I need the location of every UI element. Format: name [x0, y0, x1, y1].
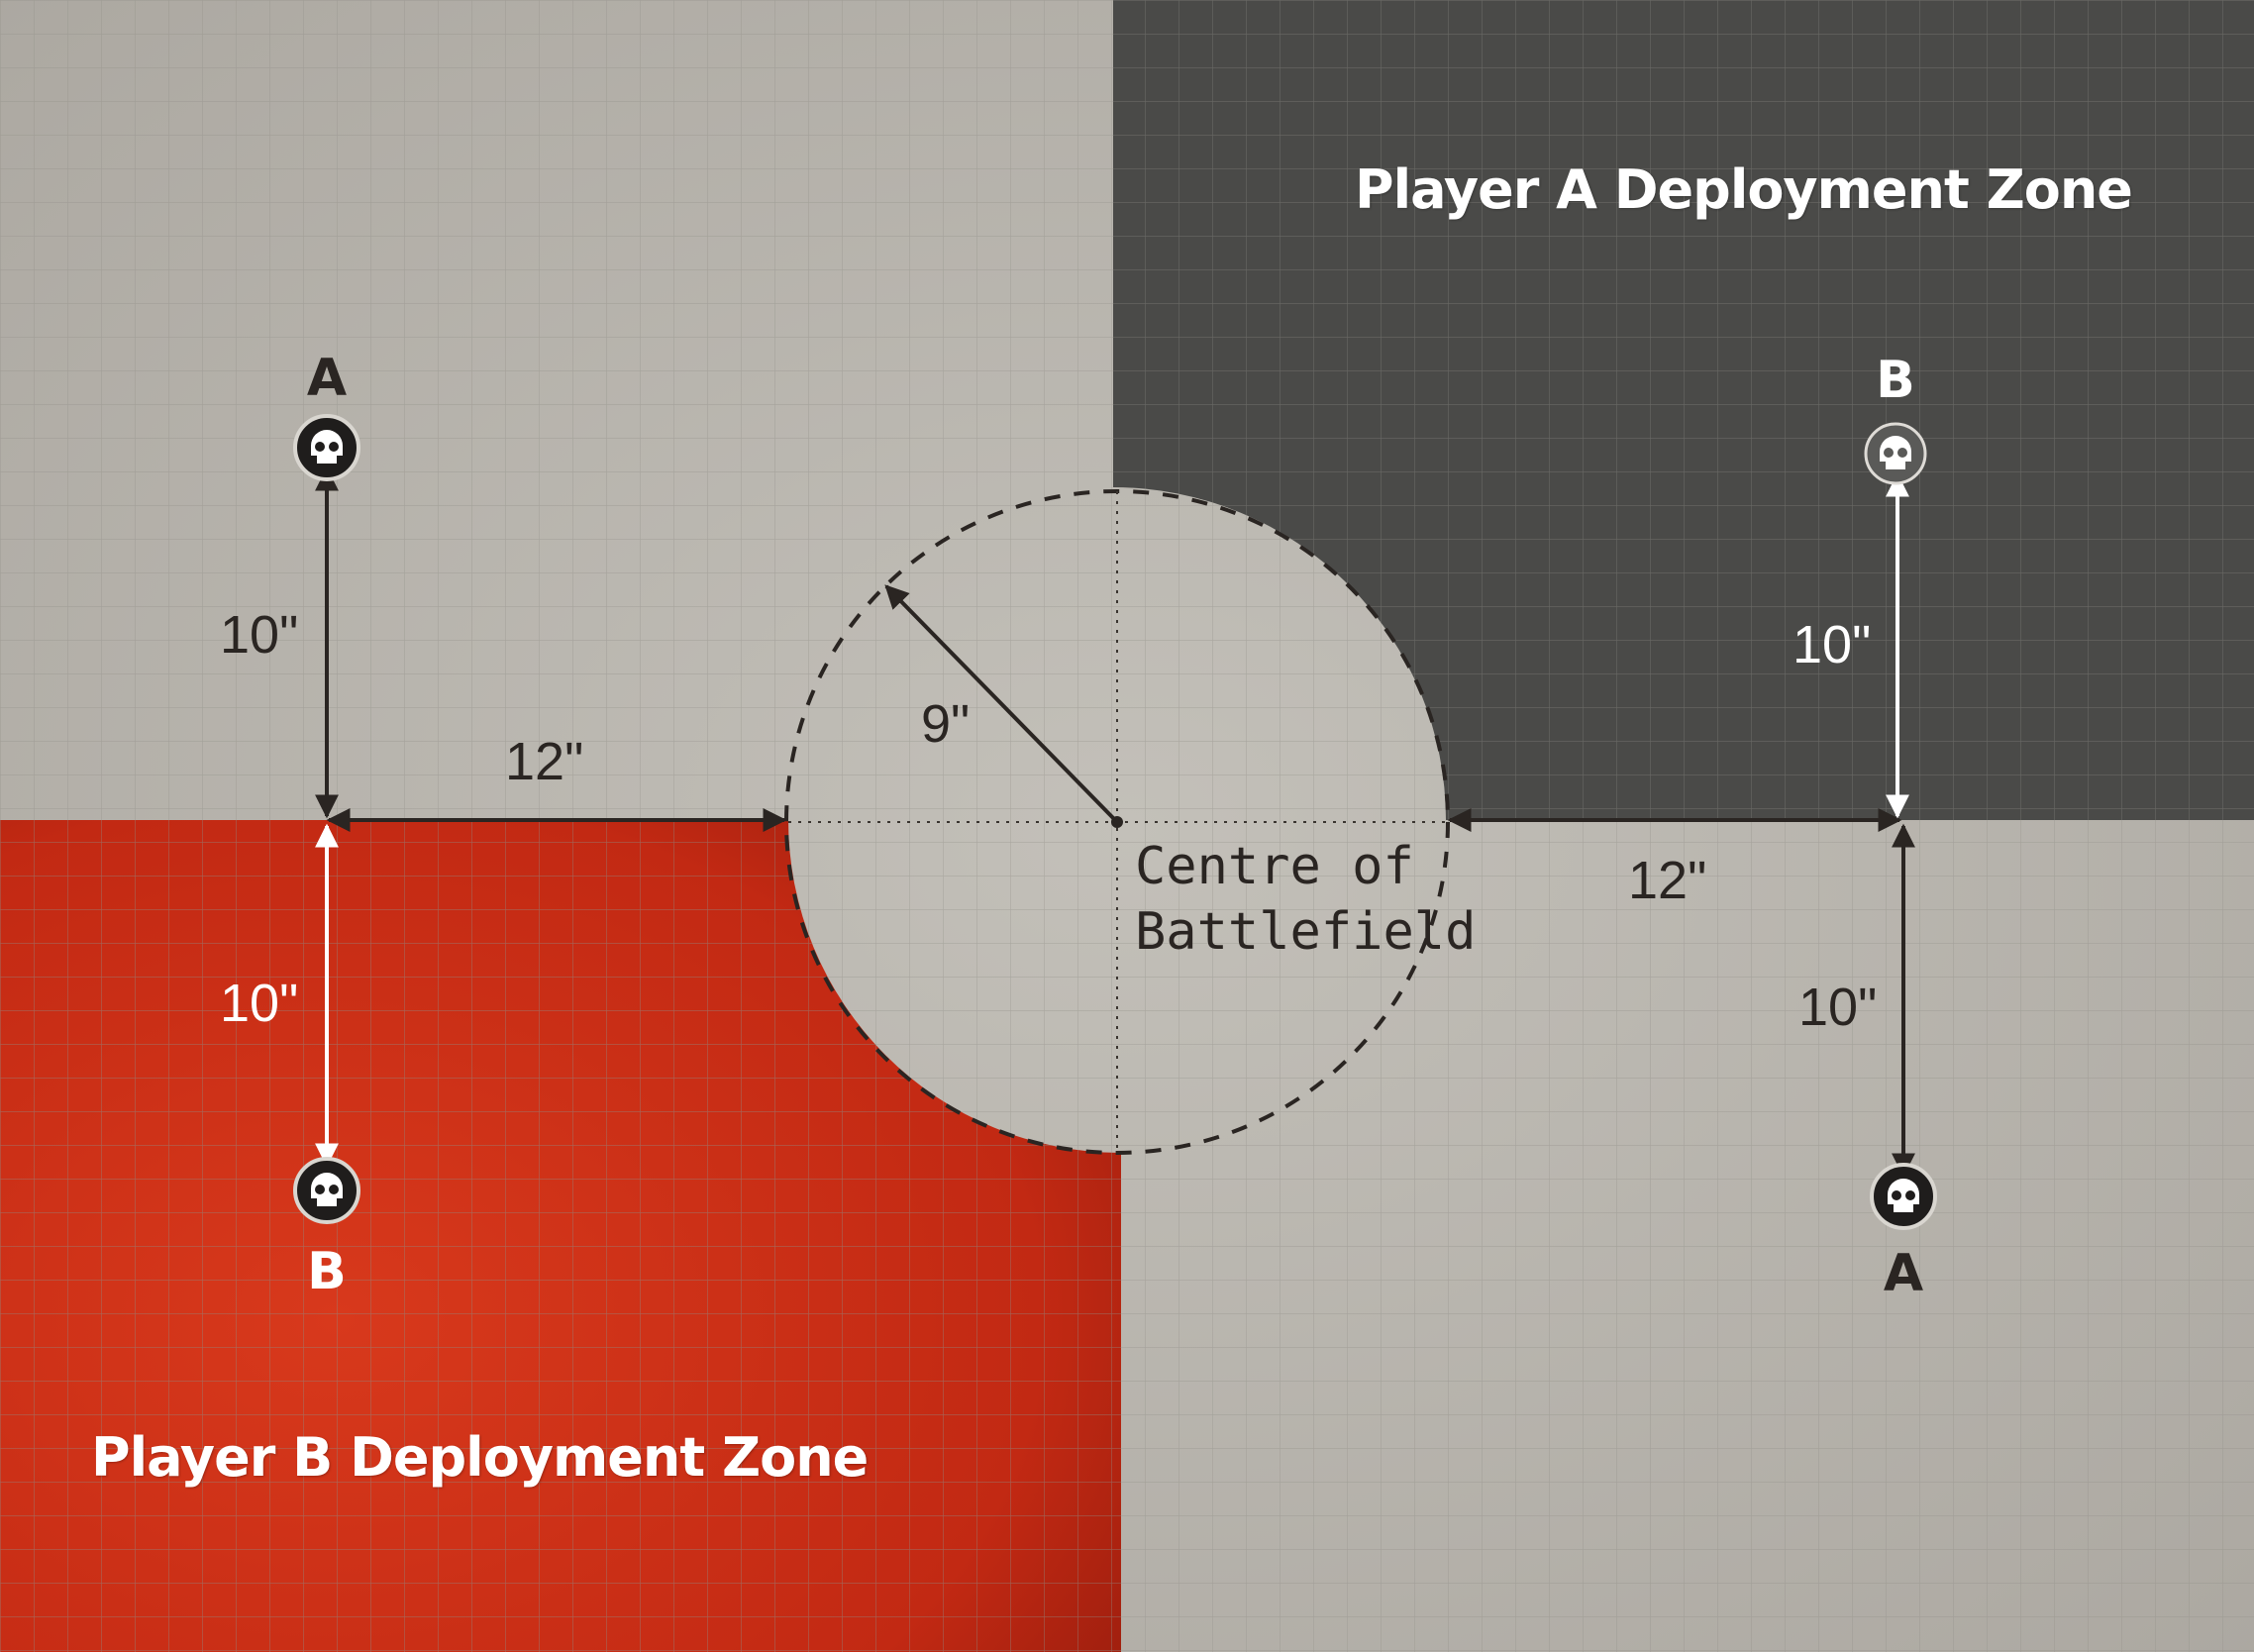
- centre-label: Centre of Battlefield: [1135, 834, 1476, 965]
- objective-label-right-bottom: A: [1883, 1244, 1924, 1303]
- skull-icon: [293, 414, 360, 481]
- right-upper-vertical-label: 10": [1793, 615, 1872, 674]
- radius-arrow: [884, 584, 1119, 824]
- left-upper-vertical-label: 10": [220, 605, 299, 665]
- left-horizontal-label: 12": [505, 732, 584, 791]
- right-horizontal-label: 12": [1628, 851, 1707, 910]
- centre-label-line2: Battlefield: [1135, 902, 1477, 962]
- objective-label-left-top: A: [306, 349, 348, 408]
- centre-label-line1: Centre of: [1135, 837, 1414, 896]
- player-b-zone-label: Player B Deployment Zone: [91, 1426, 869, 1489]
- objective-label-right-top: B: [1876, 351, 1915, 410]
- right-lower-vertical-label: 10": [1798, 978, 1878, 1037]
- skull-icon: [1870, 1163, 1937, 1230]
- player-a-zone-label: Player A Deployment Zone: [1355, 158, 2133, 221]
- skull-icon: [293, 1157, 360, 1224]
- objective-label-left-bottom: B: [307, 1242, 347, 1301]
- left-lower-vertical-label: 10": [220, 974, 299, 1033]
- skull-icon: [1864, 422, 1927, 485]
- radius-label: 9": [921, 694, 971, 754]
